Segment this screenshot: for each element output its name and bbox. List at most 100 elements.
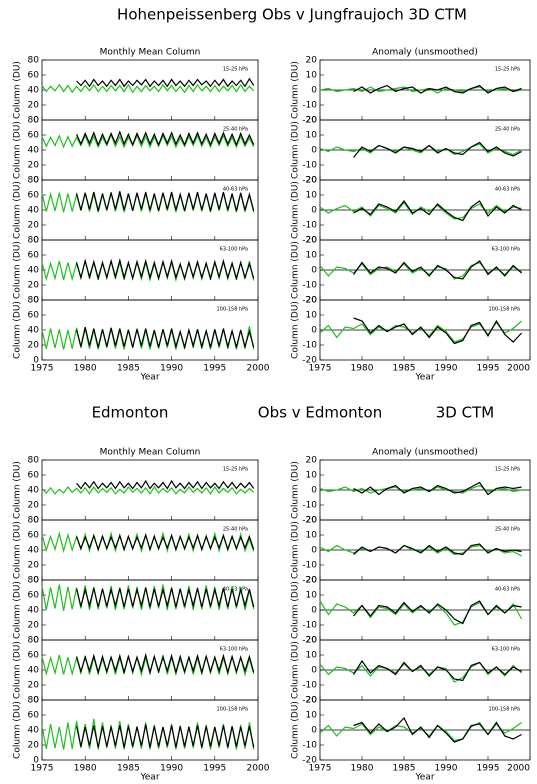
y-tick-label: 20 [28, 101, 40, 111]
y-tick-label: 40 [28, 326, 40, 336]
y-tick-label: 60 [28, 591, 40, 601]
x-tick-label: 1985 [117, 764, 140, 774]
data-line [76, 479, 255, 490]
y-tick-label: -20 [302, 116, 317, 126]
y-tick-label: 0 [33, 236, 39, 246]
x-tick-label: 1995 [477, 764, 500, 774]
x-tick-label: 1990 [435, 364, 458, 374]
panel-label: 15-25 hPa [495, 467, 520, 473]
y-tick-label: 10 [306, 651, 318, 661]
y-axis-label: Column (DU) [291, 181, 301, 239]
y-tick-label: 20 [306, 456, 318, 466]
y-axis-label: Column (DU) [291, 61, 301, 119]
y-tick-label: 0 [311, 666, 317, 676]
y-axis-label: Column (DU) [291, 301, 301, 359]
y-tick-label: 20 [28, 621, 40, 631]
y-axis-label: Column (DU) [291, 581, 301, 639]
x-tick-label: 1980 [351, 364, 374, 374]
data-line [76, 257, 255, 281]
y-tick-label: -20 [302, 696, 317, 706]
x-tick-label: 1975 [309, 364, 332, 374]
panel-label: 15-25 hPa [223, 67, 248, 73]
data-line [76, 533, 255, 552]
x-tick-label: 1975 [31, 764, 54, 774]
y-tick-label: 40 [28, 266, 40, 276]
y-tick-label: -20 [302, 636, 317, 646]
data-line [76, 587, 255, 608]
x-tick-label: 1980 [74, 764, 97, 774]
y-tick-label: 80 [28, 116, 40, 126]
y-tick-label: 0 [311, 606, 317, 616]
y-tick-label: 40 [28, 726, 40, 736]
y-axis-label: Column (DU) [291, 641, 301, 699]
y-tick-label: -10 [302, 221, 317, 231]
y-tick-label: 10 [306, 711, 318, 721]
panel-label: 63-100 hPa [492, 247, 520, 253]
y-axis-label: Column (DU) [291, 241, 301, 299]
panel-label: 40-63 hPa [223, 587, 248, 593]
data-line [353, 141, 522, 158]
panel-label: 40-63 hPa [495, 587, 520, 593]
y-tick-label: 80 [28, 56, 40, 66]
y-axis-label: Column (DU) [291, 701, 301, 759]
y-tick-label: 0 [311, 486, 317, 496]
panel-label: 25-40 hPa [223, 527, 248, 533]
y-tick-label: 20 [306, 296, 318, 306]
x-axis-label: Year [139, 373, 159, 383]
data-line [41, 485, 255, 495]
y-tick-label: 40 [28, 206, 40, 216]
y-tick-label: 20 [306, 116, 318, 126]
x-tick-label: 1990 [160, 764, 183, 774]
data-line [353, 600, 522, 625]
y-tick-label: -10 [302, 341, 317, 351]
y-tick-label: 0 [33, 576, 39, 586]
y-axis-label: Column (DU) [13, 581, 23, 639]
y-tick-label: 0 [311, 146, 317, 156]
y-axis-label: Column (DU) [291, 461, 301, 519]
data-line [76, 77, 255, 88]
panel-label: 100-158 hPa [488, 707, 520, 713]
y-tick-label: 0 [311, 86, 317, 96]
x-tick-label: 1995 [203, 764, 226, 774]
column-title: Anomaly (unsmoothed) [372, 448, 478, 458]
y-tick-label: 10 [306, 191, 318, 201]
y-axis-label: Column (DU) [13, 241, 23, 299]
data-line [76, 326, 255, 350]
panel-label: 40-63 hPa [495, 187, 520, 193]
section-title: 3D CTM [436, 404, 494, 422]
data-line [353, 199, 522, 222]
x-tick-label: 1985 [117, 364, 140, 374]
y-tick-label: 40 [28, 546, 40, 556]
y-tick-label: 10 [306, 131, 318, 141]
y-tick-label: 0 [311, 266, 317, 276]
y-tick-label: -10 [302, 681, 317, 691]
panel-label: 15-25 hPa [495, 67, 520, 73]
y-tick-label: -10 [302, 621, 317, 631]
y-axis-label: Column (DU) [13, 521, 23, 579]
y-tick-label: 10 [306, 591, 318, 601]
data-line [353, 716, 522, 743]
x-tick-label: 2000 [247, 364, 270, 374]
y-axis-label: Column (DU) [13, 301, 23, 359]
x-tick-label: 2000 [507, 764, 530, 774]
panel-label: 15-25 hPa [223, 467, 248, 473]
data-line [76, 191, 255, 213]
column-title: Monthly Mean Column [100, 48, 201, 58]
x-tick-label: 1985 [393, 764, 416, 774]
y-tick-label: 10 [306, 531, 318, 541]
panel-label: 25-40 hPa [223, 127, 248, 133]
y-axis-label: Column (DU) [13, 121, 23, 179]
section-title: Obs v Edmonton [258, 404, 382, 422]
data-line [41, 83, 255, 94]
y-tick-label: 60 [28, 251, 40, 261]
data-line [319, 261, 522, 280]
y-tick-label: 10 [306, 471, 318, 481]
y-axis-label: Column (DU) [13, 701, 23, 759]
y-tick-label: -20 [302, 356, 317, 366]
y-tick-label: 20 [28, 741, 40, 751]
y-tick-label: 0 [33, 296, 39, 306]
y-tick-label: 0 [311, 546, 317, 556]
data-line [76, 724, 255, 748]
panel-label: 40-63 hPa [223, 187, 248, 193]
y-tick-label: 0 [33, 516, 39, 526]
